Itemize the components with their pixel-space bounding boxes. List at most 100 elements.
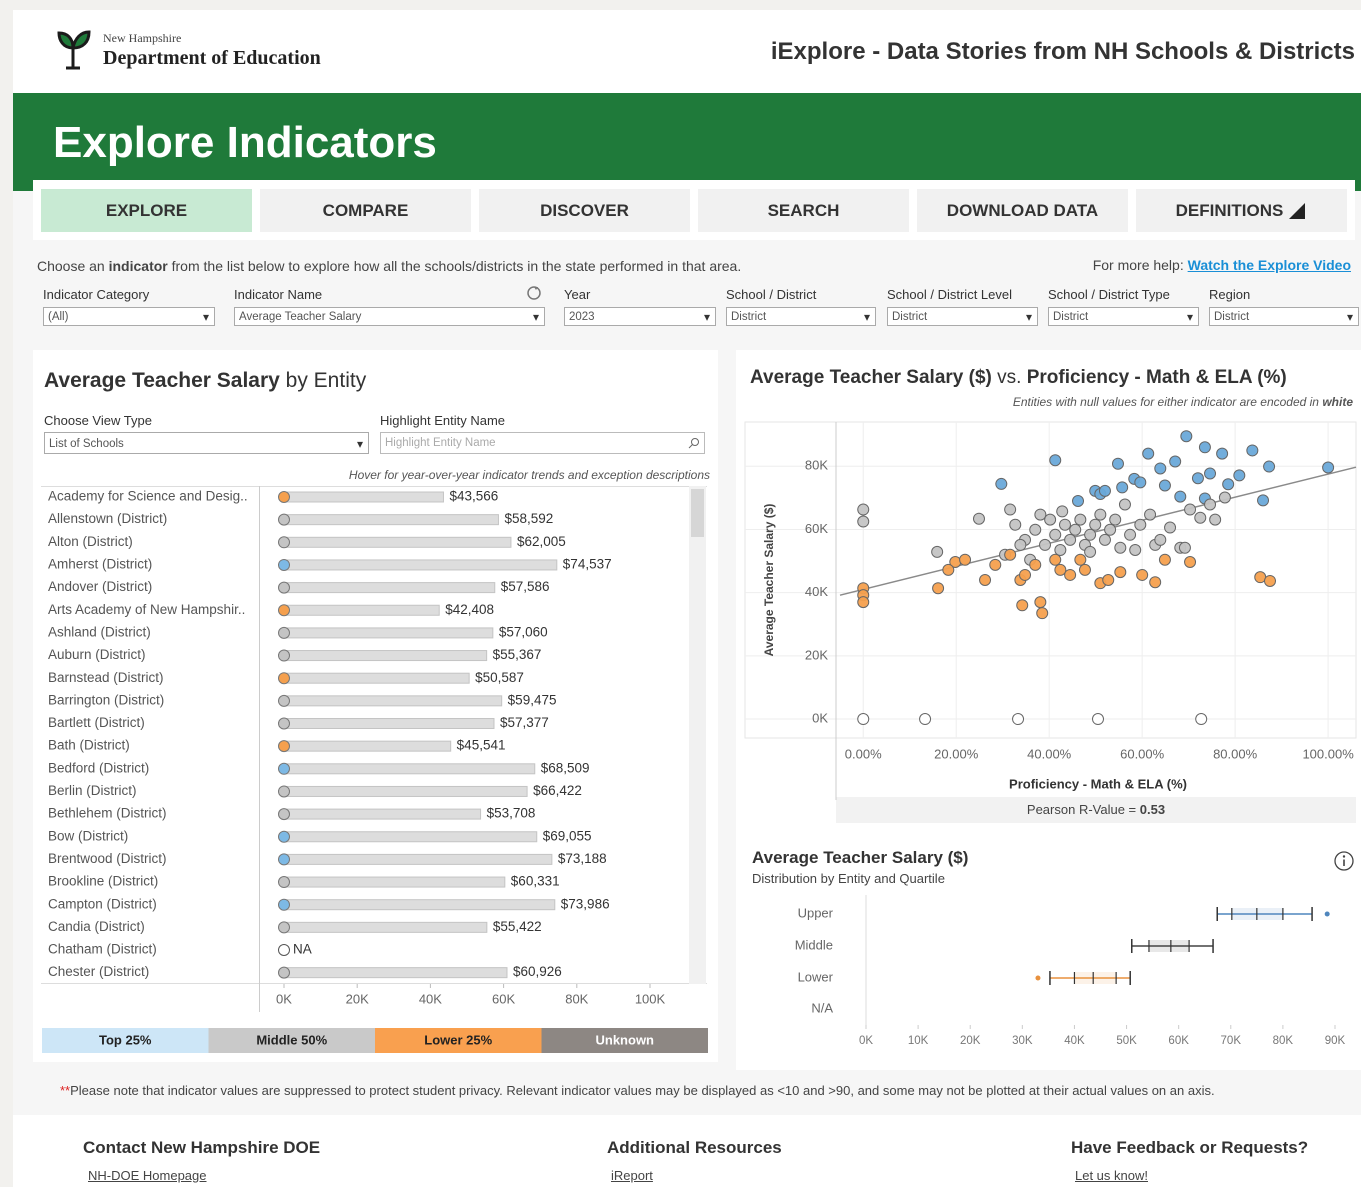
filter-label: Year	[564, 287, 591, 302]
help-text: For more help:	[1092, 257, 1184, 273]
category-label: Chatham (District)	[48, 942, 157, 957]
nav-button[interactable]: DEFINITIONS	[1136, 189, 1347, 232]
point	[1102, 574, 1115, 586]
point	[1104, 523, 1117, 536]
point	[1064, 568, 1077, 581]
value-label: $43,566	[449, 489, 498, 504]
bar	[283, 672, 470, 684]
highlight-input[interactable]: Highlight Entity Name	[380, 432, 705, 454]
banner	[13, 93, 1361, 191]
footer-link[interactable]: NH-DOE Homepage	[88, 1168, 207, 1183]
nav-button[interactable]: COMPARE	[260, 189, 471, 232]
point	[1191, 472, 1204, 485]
filter-label: Indicator Name	[234, 287, 323, 302]
x-tick-label: 0K	[276, 991, 292, 1006]
point	[1204, 498, 1217, 511]
bar	[283, 921, 488, 933]
bar	[283, 650, 488, 662]
box-subtitle: Distribution by Entity and Quartile	[752, 871, 945, 886]
point	[1014, 538, 1027, 551]
value-label: $68,509	[541, 760, 590, 775]
point	[919, 713, 932, 726]
point	[1016, 599, 1029, 612]
point	[932, 582, 945, 595]
point	[1012, 713, 1025, 726]
category-label: Bath (District)	[48, 738, 130, 753]
quartile-dot	[278, 626, 290, 639]
footer-link[interactable]: Let us know!	[1075, 1168, 1148, 1183]
quartile-dot	[278, 649, 290, 662]
x-tick-label: 10K	[908, 1035, 929, 1047]
intro: Choose an indicator from the list below …	[37, 258, 741, 274]
value-label: $66,422	[533, 783, 582, 798]
filter-dropdown[interactable]: District	[726, 307, 876, 327]
bar-title: Average Teacher Salary by Entity	[44, 369, 366, 393]
point	[1034, 508, 1047, 521]
app-title: iExplore - Data Stories from NH Schools …	[770, 38, 1355, 65]
filter-dropdown[interactable]: District	[1048, 307, 1199, 327]
filter-dropdown[interactable]: District	[887, 307, 1038, 327]
point	[1134, 518, 1147, 531]
x-tick-label: 20K	[960, 1035, 981, 1047]
info-icon[interactable]	[1333, 850, 1355, 872]
nav-button[interactable]: DOWNLOAD DATA	[917, 189, 1128, 232]
legend-label: Top 25%	[99, 1032, 152, 1047]
point	[1029, 523, 1042, 536]
point	[1049, 454, 1062, 467]
quartile-dot	[278, 762, 290, 775]
point	[1154, 533, 1167, 546]
filter-dropdown[interactable]: (All)	[43, 307, 215, 327]
view-type-dropdown[interactable]: List of Schools	[44, 432, 369, 455]
value-label: $57,586	[501, 579, 550, 594]
value-label: $73,986	[561, 896, 610, 911]
point	[1180, 430, 1193, 443]
value-label: $62,005	[517, 534, 566, 549]
bar	[283, 808, 482, 820]
point	[1149, 576, 1162, 589]
reset-icon[interactable]	[526, 285, 542, 301]
point	[1184, 503, 1197, 516]
filter-dropdown[interactable]: Average Teacher Salary	[234, 307, 545, 327]
point	[1054, 563, 1067, 576]
filter-dropdown[interactable]: District	[1209, 307, 1359, 327]
filter-dropdown[interactable]: 2023	[564, 307, 716, 327]
legend-label: Lower 25%	[424, 1032, 492, 1047]
value-label: $69,055	[543, 828, 592, 843]
point	[1129, 543, 1142, 556]
filter-label: School / District	[726, 287, 817, 302]
point	[1004, 548, 1017, 561]
category-label: Auburn (District)	[48, 647, 146, 662]
point	[1069, 523, 1082, 536]
nav-button[interactable]: DISCOVER	[479, 189, 690, 232]
divider	[259, 486, 260, 1012]
outlier	[1035, 975, 1041, 981]
video-link[interactable]: Watch the Explore Video	[1187, 257, 1351, 273]
intro-text: from the list below to explore how all t…	[171, 258, 742, 274]
point	[1174, 490, 1187, 503]
quartile-dot	[278, 558, 290, 571]
quartile-dot	[278, 694, 290, 707]
point	[989, 558, 1002, 571]
nav-button[interactable]: EXPLORE	[41, 189, 252, 232]
bar	[283, 559, 558, 571]
point	[1218, 491, 1231, 504]
nav-label: DEFINITIONS	[1175, 200, 1284, 220]
x-tick-label: 30K	[1012, 1035, 1033, 1047]
point	[1039, 538, 1052, 551]
scrollbar[interactable]	[689, 486, 706, 984]
bar	[283, 718, 495, 729]
bar-title-suffix: by Entity	[285, 369, 367, 392]
point	[995, 477, 1008, 490]
nav-button[interactable]: SEARCH	[698, 189, 909, 232]
point	[1124, 528, 1137, 541]
view-type-label: Choose View Type	[44, 413, 152, 428]
scroll-thumb[interactable]	[691, 489, 704, 537]
category-label: N/A	[811, 1000, 833, 1015]
legend-label: Unknown	[596, 1032, 655, 1047]
footer-link[interactable]: iReport	[611, 1168, 653, 1183]
point	[1158, 479, 1171, 492]
category-label: Candia (District)	[48, 919, 145, 934]
point	[1263, 460, 1276, 473]
x-tick-label: 90K	[1325, 1035, 1346, 1047]
point	[1049, 553, 1062, 566]
